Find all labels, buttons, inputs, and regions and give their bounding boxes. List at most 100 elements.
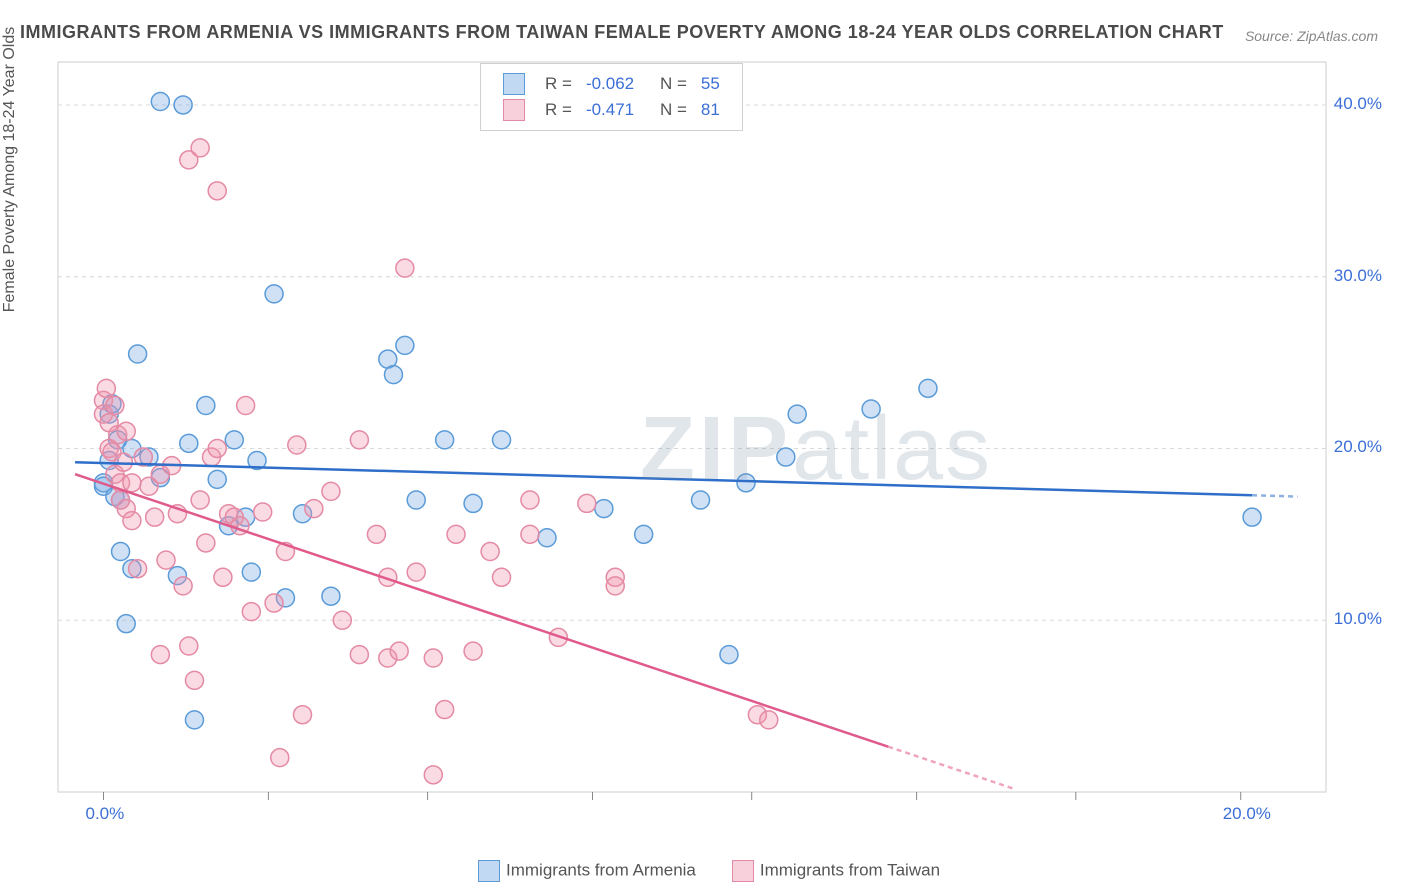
- data-point: [185, 711, 203, 729]
- data-point: [174, 577, 192, 595]
- data-point: [180, 434, 198, 452]
- data-point: [146, 508, 164, 526]
- data-point: [151, 93, 169, 111]
- data-point: [117, 615, 135, 633]
- data-point: [350, 646, 368, 664]
- data-point: [174, 96, 192, 114]
- data-point: [521, 525, 539, 543]
- data-point: [384, 366, 402, 384]
- data-point: [350, 431, 368, 449]
- plot-svg: [50, 58, 1386, 828]
- x-tick-label: 20.0%: [1223, 804, 1271, 824]
- correlation-legend: R =-0.062N =55 R =-0.471N =81: [480, 63, 743, 131]
- data-point: [237, 397, 255, 415]
- plot-area: ZIPatlas R =-0.062N =55R =-0.471N =81 10…: [50, 58, 1386, 828]
- data-point: [106, 397, 124, 415]
- y-tick-label: 30.0%: [1334, 266, 1382, 286]
- data-point: [390, 642, 408, 660]
- data-point: [447, 525, 465, 543]
- data-point: [180, 637, 198, 655]
- data-point: [191, 491, 209, 509]
- data-point: [788, 405, 806, 423]
- data-point: [225, 431, 243, 449]
- data-point: [578, 494, 596, 512]
- data-point: [254, 503, 272, 521]
- data-point: [538, 529, 556, 547]
- data-point: [424, 649, 442, 667]
- data-point: [493, 568, 511, 586]
- chart-title: IMMIGRANTS FROM ARMENIA VS IMMIGRANTS FR…: [20, 22, 1224, 43]
- data-point: [862, 400, 880, 418]
- data-point: [151, 646, 169, 664]
- data-point: [197, 534, 215, 552]
- trend-line: [75, 474, 888, 746]
- y-tick-label: 10.0%: [1334, 609, 1382, 629]
- data-point: [407, 491, 425, 509]
- r-value: -0.471: [580, 98, 652, 122]
- legend-swatch: [732, 860, 754, 882]
- data-point: [595, 500, 613, 518]
- data-point: [396, 336, 414, 354]
- data-point: [737, 474, 755, 492]
- data-point: [294, 706, 312, 724]
- data-point: [97, 379, 115, 397]
- data-point: [288, 436, 306, 454]
- data-point: [123, 474, 141, 492]
- data-point: [129, 560, 147, 578]
- data-point: [305, 500, 323, 518]
- legend-swatch: [503, 73, 525, 95]
- data-point: [521, 491, 539, 509]
- data-point: [242, 563, 260, 581]
- n-label: N =: [654, 72, 693, 96]
- x-tick-label: 0.0%: [85, 804, 124, 824]
- data-point: [1243, 508, 1261, 526]
- data-point: [333, 611, 351, 629]
- n-value: 81: [695, 98, 726, 122]
- data-point: [481, 543, 499, 561]
- data-point: [129, 345, 147, 363]
- data-point: [157, 551, 175, 569]
- data-point: [464, 494, 482, 512]
- data-point: [720, 646, 738, 664]
- data-point: [436, 701, 454, 719]
- legend-item: Immigrants from Taiwan: [732, 860, 940, 882]
- data-point: [191, 139, 209, 157]
- data-point: [606, 577, 624, 595]
- data-point: [271, 749, 289, 767]
- y-tick-label: 40.0%: [1334, 94, 1382, 114]
- data-point: [112, 543, 130, 561]
- data-point: [322, 587, 340, 605]
- r-value: -0.062: [580, 72, 652, 96]
- trend-line: [75, 462, 1252, 495]
- data-point: [777, 448, 795, 466]
- data-point: [322, 482, 340, 500]
- legend-label: Immigrants from Armenia: [506, 860, 696, 879]
- data-point: [185, 671, 203, 689]
- n-label: N =: [654, 98, 693, 122]
- data-point: [208, 470, 226, 488]
- legend-item: Immigrants from Armenia: [478, 860, 696, 882]
- data-point: [493, 431, 511, 449]
- y-tick-label: 20.0%: [1334, 437, 1382, 457]
- data-point: [123, 512, 141, 530]
- data-point: [407, 563, 425, 581]
- data-point: [692, 491, 710, 509]
- data-point: [635, 525, 653, 543]
- trend-line-extrapolated: [888, 747, 1013, 789]
- data-point: [265, 594, 283, 612]
- legend-swatch: [503, 99, 525, 121]
- legend-label: Immigrants from Taiwan: [760, 860, 940, 879]
- series-legend: Immigrants from Armenia Immigrants from T…: [460, 860, 958, 882]
- data-point: [208, 182, 226, 200]
- data-point: [117, 422, 135, 440]
- n-value: 55: [695, 72, 726, 96]
- data-point: [919, 379, 937, 397]
- r-label: R =: [539, 72, 578, 96]
- legend-swatch: [478, 860, 500, 882]
- r-label: R =: [539, 98, 578, 122]
- data-point: [424, 766, 442, 784]
- chart-container: IMMIGRANTS FROM ARMENIA VS IMMIGRANTS FR…: [0, 0, 1406, 892]
- data-point: [760, 711, 778, 729]
- data-point: [265, 285, 283, 303]
- data-point: [367, 525, 385, 543]
